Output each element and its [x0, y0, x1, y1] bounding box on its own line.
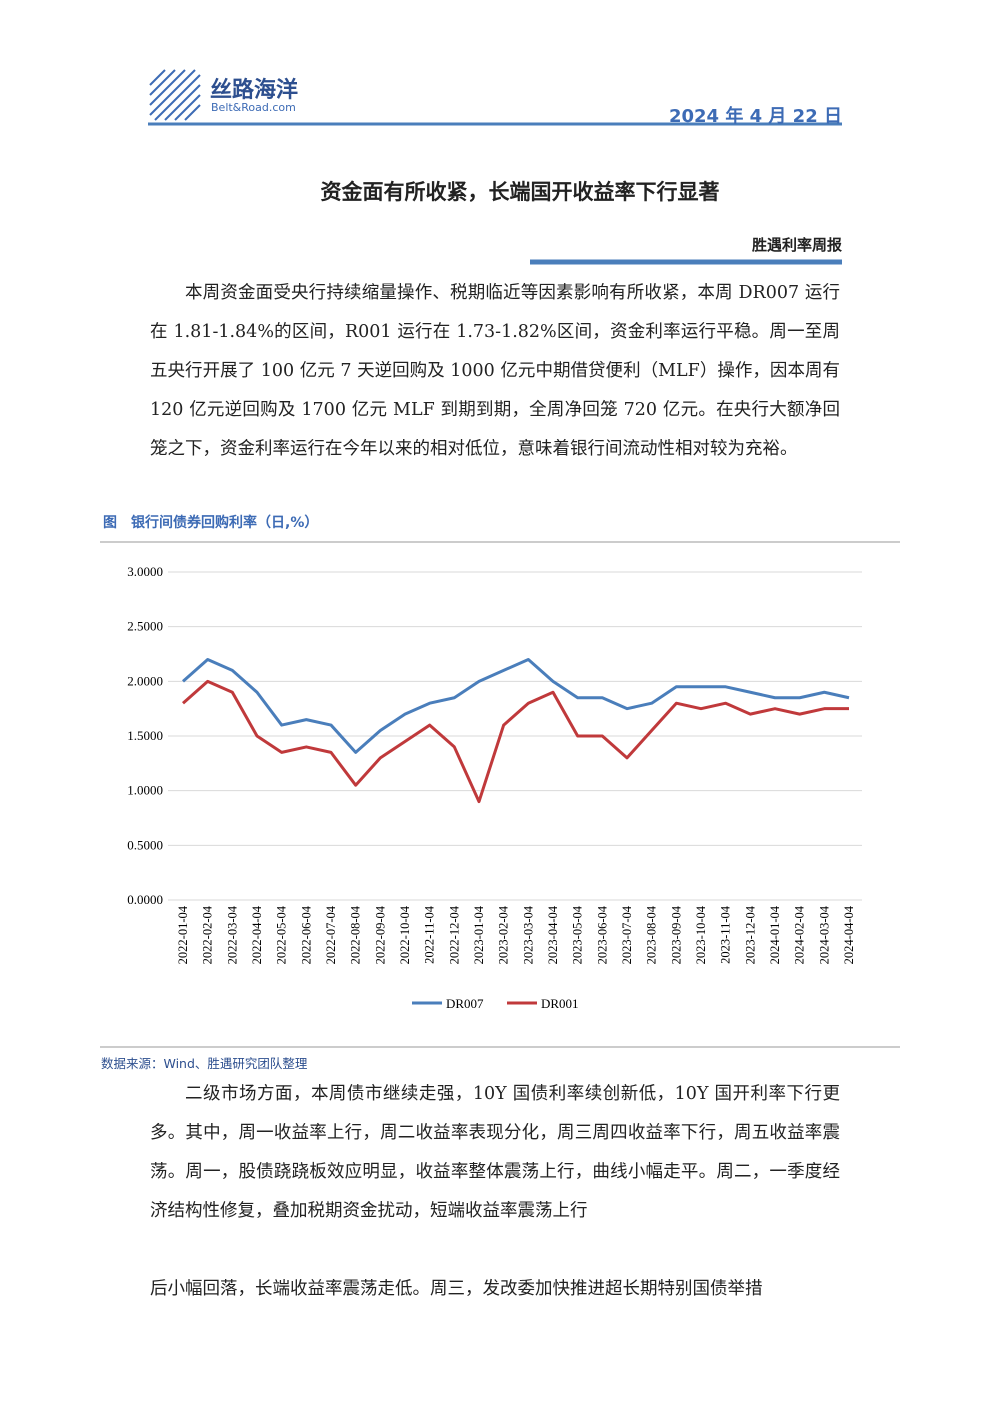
x-tick-label: 2023-09-04 [669, 905, 683, 964]
y-tick-label: 0.0000 [127, 892, 163, 907]
x-tick-label: 2023-07-04 [620, 905, 634, 964]
x-tick-label: 2022-10-04 [398, 905, 412, 964]
x-tick-label: 2023-12-04 [743, 905, 757, 964]
x-tick-label: 2023-11-04 [719, 905, 733, 964]
data-source: 数据来源：Wind、胜遇研究团队整理 [101, 1056, 308, 1071]
x-tick-label: 2024-01-04 [768, 905, 782, 964]
y-tick-label: 2.0000 [127, 673, 163, 688]
data-line [182, 679, 849, 804]
x-tick-label: 2024-02-04 [793, 905, 807, 964]
x-tick-label: 2023-08-04 [645, 905, 659, 964]
data-line [182, 657, 850, 754]
y-tick-label: 2.5000 [127, 619, 163, 634]
logo-icon [149, 69, 201, 121]
x-tick-label: 2023-01-04 [472, 905, 486, 964]
legend-label: DR001 [541, 996, 579, 1011]
x-tick-label: 2023-05-04 [571, 905, 585, 964]
x-tick-label: 2023-10-04 [694, 905, 708, 964]
paragraph: 二级市场方面，本周债市继续走强，10Y 国债利率续创新低，10Y 国开利率下行更… [150, 1084, 840, 1221]
y-tick-label: 0.5000 [127, 837, 163, 852]
logo-text: 丝路海洋 [210, 78, 299, 103]
document-title: 资金面有所收紧，长端国开收益率下行显著 [320, 180, 720, 204]
x-tick-label: 2022-05-04 [275, 905, 289, 964]
x-tick-label: 2022-11-04 [423, 905, 437, 964]
chart-title: 图 银行间债券回购利率（日,%） [103, 514, 318, 531]
logo-subtext: Belt&Road.com [211, 101, 296, 114]
report-name: 胜遇利率周报 [751, 236, 842, 254]
x-tick-label: 2022-01-04 [176, 905, 190, 964]
x-tick-label: 2022-09-04 [373, 905, 387, 964]
y-tick-label: 3.0000 [127, 564, 163, 579]
x-tick-label: 2023-02-04 [497, 905, 511, 964]
x-tick-label: 2023-06-04 [595, 905, 609, 964]
x-tick-label: 2024-04-04 [842, 905, 856, 964]
report-date: 2024 年 4 月 22 日 [668, 106, 842, 127]
x-tick-label: 2024-03-04 [817, 905, 831, 964]
legend-label: DR007 [446, 996, 484, 1011]
x-tick-label: 2022-07-04 [324, 905, 338, 964]
paragraph: 后小幅回落，长端收益率震荡走低。周三，发改委加快推进超长期特别国债举措 [150, 1279, 763, 1299]
x-tick-label: 2022-04-04 [250, 905, 264, 964]
y-tick-label: 1.5000 [127, 728, 163, 743]
x-tick-label: 2022-02-04 [201, 905, 215, 964]
y-tick-label: 1.0000 [127, 783, 163, 798]
x-tick-label: 2022-12-04 [447, 905, 461, 964]
x-tick-label: 2022-08-04 [349, 905, 363, 964]
paragraph: 本周资金面受央行持续缩量操作、税期临近等因素影响有所收紧，本周 DR007 运行… [150, 283, 840, 459]
x-tick-label: 2022-06-04 [299, 905, 313, 964]
x-tick-label: 2023-03-04 [521, 905, 535, 964]
x-tick-label: 2022-03-04 [225, 905, 239, 964]
x-tick-label: 2023-04-04 [546, 905, 560, 964]
